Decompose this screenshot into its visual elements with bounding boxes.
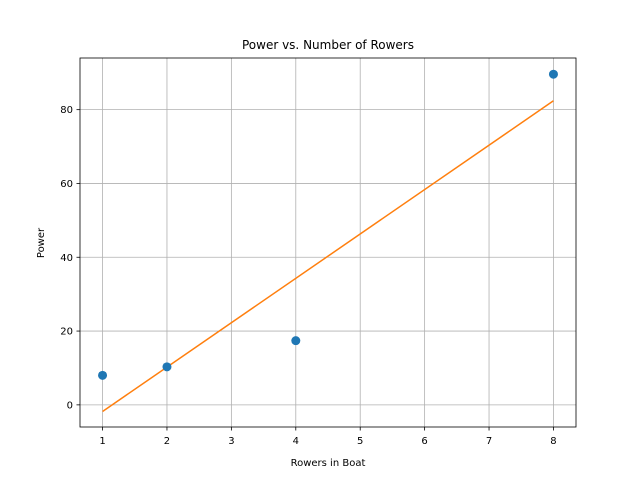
x-tick-label: 4: [293, 436, 299, 447]
y-tick-label: 0: [67, 400, 73, 411]
data-point: [162, 362, 172, 372]
grid: [80, 58, 576, 427]
x-tick-label: 3: [228, 436, 234, 447]
data-point: [98, 370, 108, 380]
y-axis-ticks: 0 20 40 60 80: [60, 105, 80, 411]
y-tick-label: 20: [60, 327, 73, 338]
data-point: [291, 336, 301, 346]
chart-title: Power vs. Number of Rowers: [242, 38, 414, 52]
x-axis-label: Rowers in Boat: [291, 458, 366, 469]
y-tick-label: 60: [60, 179, 73, 190]
y-tick-label: 40: [60, 253, 73, 264]
x-tick-label: 1: [99, 436, 105, 447]
x-tick-label: 6: [421, 436, 427, 447]
x-tick-label: 2: [164, 436, 170, 447]
x-tick-label: 7: [486, 436, 492, 447]
y-tick-label: 80: [60, 105, 73, 116]
data-points: [98, 69, 558, 380]
x-axis-ticks: 1 2 3 4 5 6 7 8: [99, 427, 557, 447]
data-point: [548, 69, 558, 79]
axes-frame: [79, 57, 577, 428]
fit-line-layer: [102, 100, 554, 413]
x-tick-label: 5: [357, 436, 363, 447]
fit-line: [102, 100, 554, 413]
y-axis-label: Power: [36, 227, 47, 258]
x-tick-label: 8: [550, 436, 556, 447]
